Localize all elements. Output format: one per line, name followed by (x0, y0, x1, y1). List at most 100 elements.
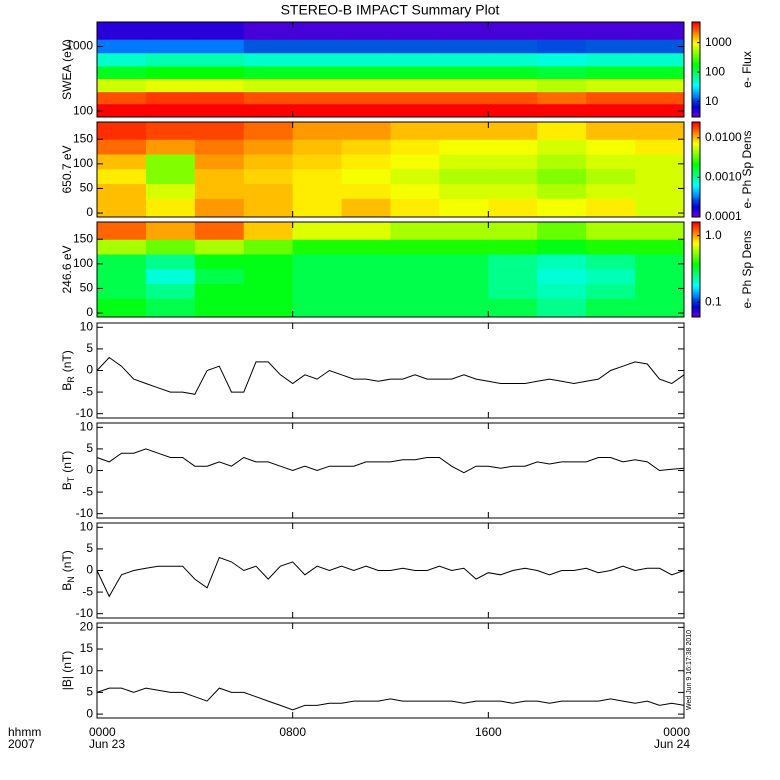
heatmap-cell (243, 139, 294, 155)
heatmap-cell (145, 22, 196, 40)
colorbar-swatch (692, 74, 700, 77)
heatmap-cell (292, 22, 343, 40)
heatmap-cell (439, 103, 489, 118)
colorbar-label: e- Flux (740, 51, 754, 88)
heatmap-cell (488, 153, 538, 170)
colorbar-swatch (692, 105, 700, 108)
heatmap-cell (292, 239, 343, 255)
colorbar-tick-label: 0.0010 (705, 170, 742, 184)
colorbar-swatch (692, 267, 700, 270)
heatmap-cell (390, 65, 440, 79)
colorbar-swatch (692, 244, 700, 247)
heatmap-cell (537, 253, 587, 270)
heatmap-cell (586, 78, 636, 93)
y-axis-label: BR (nT) (60, 350, 76, 391)
colorbar-swatch (692, 104, 700, 107)
colorbar-swatch (692, 291, 700, 294)
heatmap-cell (635, 39, 685, 54)
colorbar-swatch (692, 75, 700, 78)
heatmap-cell (194, 39, 245, 54)
colorbar-swatch (692, 182, 700, 185)
colorbar-swatch (692, 310, 700, 313)
heatmap-cell (390, 78, 440, 93)
heatmap-cell (194, 65, 245, 79)
heatmap-cell (97, 298, 147, 318)
heatmap-cell (145, 139, 196, 155)
heatmap-cell (243, 253, 294, 270)
colorbar-swatch (692, 91, 700, 94)
colorbar-swatch (692, 210, 700, 213)
heatmap-cell (97, 268, 147, 285)
heatmap-cell (292, 183, 343, 199)
heatmap-cell (439, 253, 489, 270)
colorbar-swatch (692, 29, 700, 32)
colorbar-swatch (692, 153, 700, 156)
y-axis-label-main: SWEA (eV) (60, 39, 74, 100)
heatmap-cell (243, 222, 294, 240)
y-tick-label: -10 (76, 606, 94, 620)
chart-title: STEREO-B IMPACT Summary Plot (281, 2, 500, 18)
heatmap-cell (97, 139, 147, 155)
heatmap-cell (635, 239, 685, 255)
heatmap-cell (390, 222, 440, 240)
colorbar-swatch (692, 41, 700, 44)
colorbar-swatch (692, 37, 700, 40)
colorbar-swatch (692, 139, 700, 142)
heatmap-cell (586, 103, 636, 118)
y-tick-label: -5 (82, 384, 93, 398)
heatmap-cell (635, 65, 685, 79)
heatmap-cell (292, 198, 343, 218)
heatmap-cell (194, 168, 245, 185)
colorbar-swatch (692, 48, 700, 51)
heatmap-cell (488, 122, 538, 140)
y-tick-label: 15 (80, 641, 94, 655)
heatmap-cell (439, 298, 489, 318)
colorbar-swatch (692, 269, 700, 272)
heatmap-cell (145, 52, 196, 67)
y-tick-label: 0 (86, 463, 93, 477)
colorbar-swatch (692, 134, 700, 137)
heatmap-cell (292, 122, 343, 140)
heatmap-cell (145, 253, 196, 270)
heatmap-cell (194, 139, 245, 155)
y-tick-label: 10 (80, 519, 94, 533)
colorbar-swatch (692, 305, 700, 308)
colorbar-swatch (692, 279, 700, 282)
colorbar-swatch (692, 275, 700, 278)
heatmap-cell (341, 39, 391, 54)
heatmap-cell (341, 52, 391, 67)
colorbar-swatch (692, 112, 700, 115)
colorbar-swatch (692, 174, 700, 177)
heatmap-cell (635, 298, 685, 318)
colorbar-swatch (692, 148, 700, 151)
colorbar-tick-label: 0.0001 (705, 209, 742, 223)
y-axis-label-unit: (nT) (60, 451, 74, 473)
heatmap-cell (586, 183, 636, 199)
colorbar-swatch (692, 253, 700, 256)
heatmap-cell (194, 268, 245, 285)
colorbar-swatch (692, 274, 700, 277)
heatmap-cell (145, 222, 196, 240)
heatmap-cell (635, 22, 685, 40)
heatmap-cell (390, 183, 440, 199)
colorbar-frame (691, 221, 701, 318)
colorbar-swatch (692, 83, 700, 86)
colorbar-swatch (692, 233, 700, 236)
colorbar-swatch (692, 82, 700, 85)
heatmap-cell (488, 91, 538, 105)
colorbar-swatch (692, 263, 700, 266)
heatmap-cell (97, 253, 147, 270)
colorbar-swatch (692, 296, 700, 299)
colorbar-swatch (692, 102, 700, 105)
y-axis-label: 650.7 eV (60, 145, 74, 193)
heatmap-cell (194, 78, 245, 93)
colorbar-swatch (692, 64, 700, 67)
heatmap-cell (537, 78, 587, 93)
colorbar-swatch (692, 239, 700, 242)
heatmap-cell (537, 139, 587, 155)
colorbar-swatch (692, 185, 700, 188)
y-axis-label: BT (nT) (60, 451, 76, 491)
y-axis-label-main: |B| (nT) (60, 651, 74, 691)
heatmap-cell (586, 65, 636, 79)
